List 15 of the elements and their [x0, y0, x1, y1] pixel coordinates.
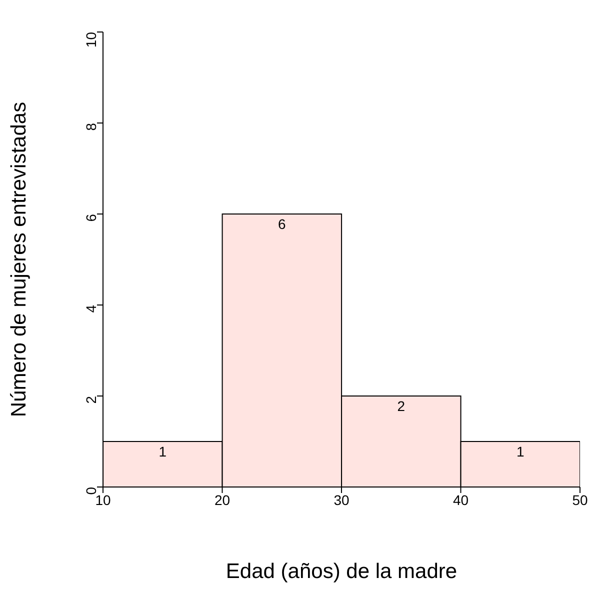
x-tick-label: 50 — [572, 492, 588, 508]
x-axis-title: Edad (años) de la madre — [226, 560, 458, 583]
y-tick-label: 10 — [82, 32, 99, 48]
data-label: 6 — [278, 216, 286, 232]
y-tick-label: 8 — [82, 122, 99, 131]
y-tick-label: 6 — [82, 214, 99, 222]
data-label: 1 — [516, 443, 525, 460]
y-tick-label: 2 — [82, 396, 99, 404]
x-tick-label: 20 — [214, 492, 230, 508]
y-tick-label: 4 — [82, 304, 99, 313]
data-label: 1 — [158, 443, 167, 460]
x-tick-label: 40 — [452, 492, 469, 508]
y-axis-title: Número de mujeres entrevistadas — [7, 102, 30, 418]
x-tick-label: 30 — [334, 492, 350, 508]
data-label: 2 — [397, 398, 406, 414]
